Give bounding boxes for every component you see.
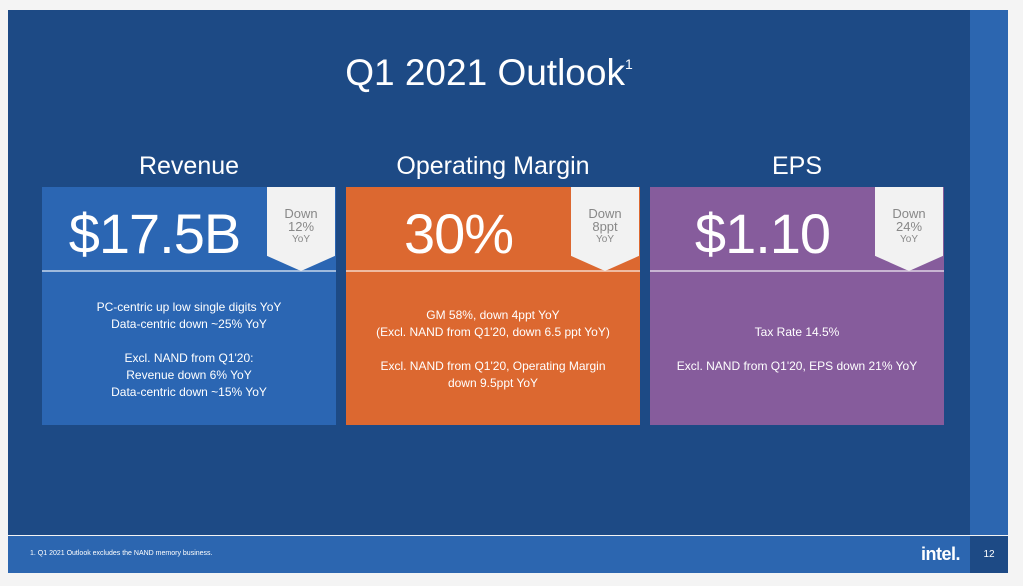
footer: 1. Q1 2021 Outlook excludes the NAND mem…	[8, 536, 970, 573]
side-strip	[970, 10, 1008, 535]
page-number: 12	[970, 536, 1008, 573]
card-text: Tax Rate 14.5%	[754, 325, 840, 339]
card-text: PC-centric up low single digits YoY Data…	[96, 299, 282, 331]
card-text: Excl. NAND from Q1'20: Revenue down 6% Y…	[111, 350, 267, 399]
operating-margin-value: 30%	[403, 202, 514, 265]
intel-logo: intel.	[920, 544, 961, 564]
yoy-badge: Down 24% YoY	[875, 187, 943, 271]
heading-operating-margin: Operating Margin	[396, 152, 590, 180]
card-eps: $1.10 Down 24% YoY Tax Rate 14.5% Excl. NAN…	[650, 187, 944, 425]
card-text: GM 58%, down 4ppt YoY (Excl. NAND from Q…	[376, 308, 610, 339]
yoy-badge: Down 12% YoY	[267, 187, 335, 271]
card-revenue: $17.5B Down 12% YoY PC-centric up low sing…	[42, 187, 336, 425]
revenue-value: $17.5B	[68, 202, 242, 265]
slide-title: Q1 2021 Outlook1	[345, 52, 633, 93]
card-text: Excl. NAND from Q1'20, EPS down 21% YoY	[676, 359, 918, 373]
card-text: Excl. NAND from Q1'20, Operating Margin …	[380, 359, 606, 390]
slide: Q1 2021 Outlook1 Revenue Operating Margi…	[8, 10, 970, 535]
eps-value: $1.10	[694, 202, 831, 265]
yoy-badge: Down 8ppt YoY	[571, 187, 639, 271]
footnote: 1. Q1 2021 Outlook excludes the NAND mem…	[30, 550, 213, 557]
heading-revenue: Revenue	[138, 152, 240, 180]
card-operating-margin: 30% Down 8ppt YoY GM 58%, down 4ppt YoY (E…	[346, 187, 640, 425]
heading-eps: EPS	[771, 152, 823, 180]
